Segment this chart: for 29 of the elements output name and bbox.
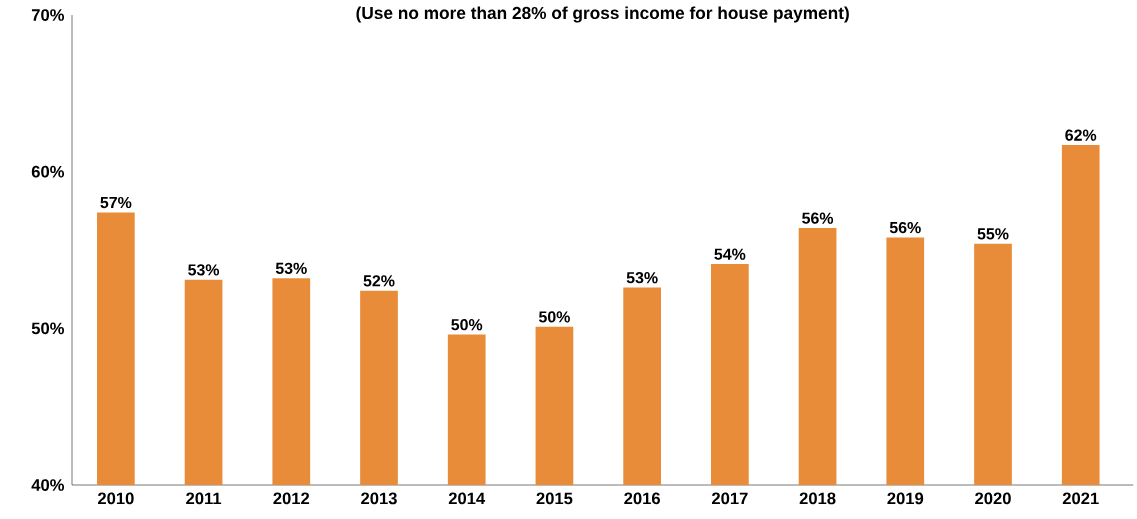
data-label: 53% bbox=[188, 264, 220, 276]
x-tick-label: 2015 bbox=[536, 492, 573, 505]
x-tick-label: 2018 bbox=[799, 492, 836, 505]
data-label: 50% bbox=[451, 319, 483, 331]
x-tick-label: 2020 bbox=[975, 492, 1011, 505]
y-tick-label: 50% bbox=[31, 322, 65, 335]
y-tick-label: 40% bbox=[31, 479, 65, 491]
data-label: 56% bbox=[802, 212, 834, 224]
y-tick-label: 70% bbox=[31, 9, 65, 21]
x-tick-label: 2021 bbox=[1062, 492, 1099, 505]
x-tick-label: 2011 bbox=[186, 492, 222, 505]
data-label: 56% bbox=[889, 221, 921, 234]
x-tick-label: 2012 bbox=[273, 492, 310, 505]
data-label: 52% bbox=[363, 275, 395, 287]
data-label: 57% bbox=[100, 196, 132, 209]
x-tick-label: 2016 bbox=[624, 492, 660, 505]
x-tick-label: 2010 bbox=[97, 492, 134, 505]
x-tick-label: 2017 bbox=[711, 492, 748, 505]
chart-title: (Use no more than 28% of gross income for house payment) bbox=[356, 6, 849, 23]
x-tick-label: 2014 bbox=[448, 492, 486, 505]
x-tick-label: 2013 bbox=[361, 492, 397, 505]
data-label: 62% bbox=[1065, 129, 1097, 141]
x-tick-label: 2019 bbox=[887, 492, 924, 505]
data-label: 55% bbox=[977, 228, 1009, 240]
data-label: 50% bbox=[538, 311, 570, 323]
data-label: 53% bbox=[626, 272, 658, 284]
y-tick-label: 60% bbox=[31, 165, 65, 178]
data-label: 53% bbox=[275, 262, 307, 274]
data-label: 54% bbox=[714, 248, 746, 260]
